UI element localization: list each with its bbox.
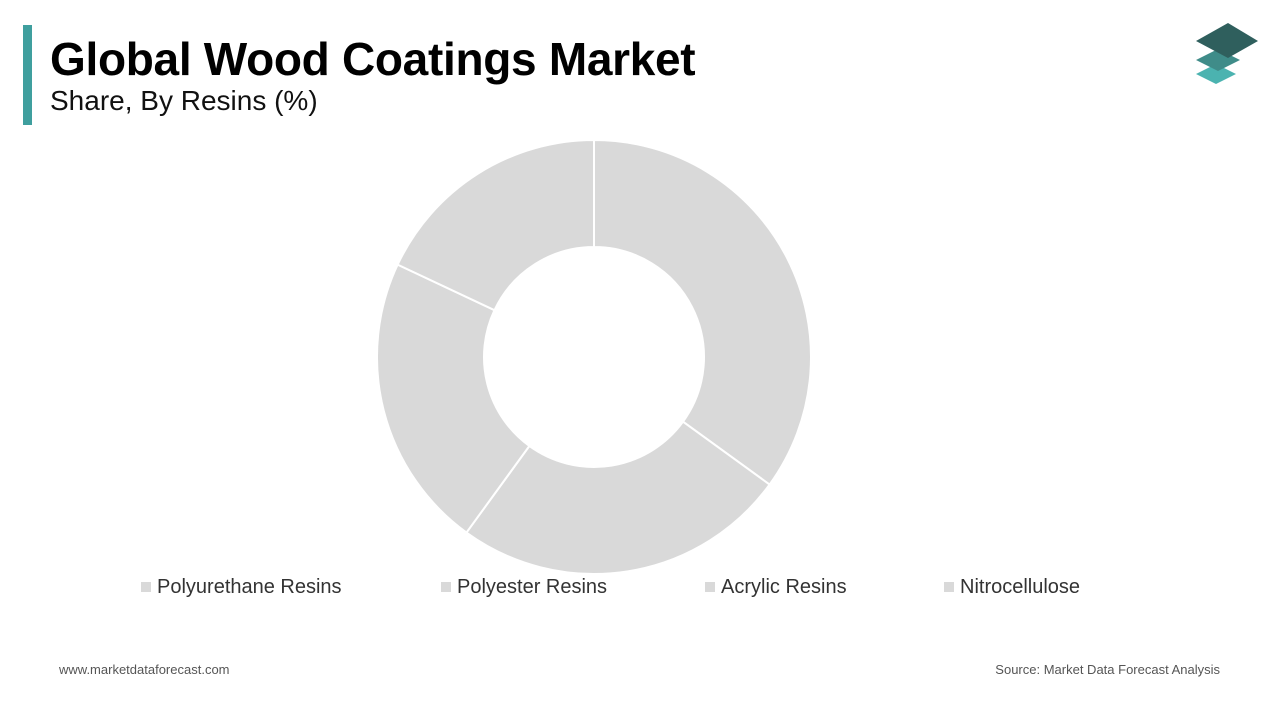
legend-swatch bbox=[441, 582, 451, 592]
logo-layer-bottom bbox=[1196, 64, 1236, 84]
legend-label: Polyester Resins bbox=[457, 575, 608, 598]
legend-item-polyester: Polyester Resins bbox=[441, 575, 607, 599]
chart-title: Global Wood Coatings Market bbox=[50, 33, 696, 85]
legend-swatch bbox=[141, 582, 151, 592]
legend-swatch bbox=[944, 582, 954, 592]
donut-slice-acrylic-resins bbox=[376, 263, 531, 534]
donut-slice-nitrocellulose bbox=[396, 138, 595, 312]
legend-label: Polyurethane Resins bbox=[157, 575, 342, 598]
legend-label: Acrylic Resins bbox=[721, 575, 847, 598]
donut-slice-polyester-resins bbox=[465, 420, 771, 575]
legend-swatch bbox=[705, 582, 715, 592]
title-accent-bar bbox=[23, 25, 32, 125]
chart-subtitle: Share, By Resins (%) bbox=[50, 85, 318, 116]
donut-slice-polyurethane-resins bbox=[593, 138, 812, 486]
footer-website: www.marketdataforecast.com bbox=[59, 662, 230, 677]
footer-source: Source: Market Data Forecast Analysis bbox=[995, 662, 1220, 677]
logo-layer-top bbox=[1196, 23, 1258, 58]
legend-item-nitrocellulose: Nitrocellulose bbox=[944, 575, 1080, 599]
donut-slices bbox=[376, 138, 812, 575]
legend-item-acrylic: Acrylic Resins bbox=[705, 575, 847, 599]
legend-label: Nitrocellulose bbox=[960, 575, 1081, 598]
legend-item-polyurethane: Polyurethane Resins bbox=[141, 575, 342, 599]
stacked-layers-logo-icon bbox=[1196, 23, 1258, 84]
